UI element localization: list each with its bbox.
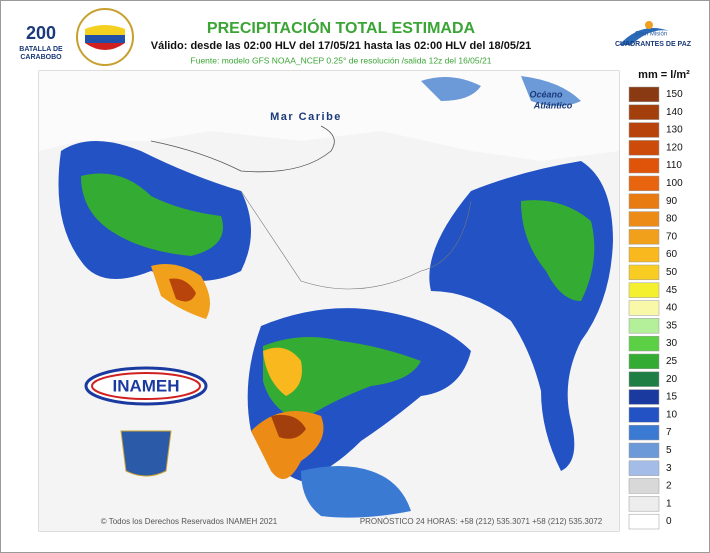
sea [39,71,619,161]
legend-label: 120 [666,142,683,153]
legend-swatch [628,140,660,156]
logo-text: CARABOBO [20,54,62,61]
legend-swatch [628,424,660,441]
institute-logo [84,366,208,477]
legend-swatch [628,229,660,245]
legend-swatch [628,407,660,423]
legend-label: 15 [666,392,678,403]
phones: PRONÓSTICO 24 HORAS: +58 (212) 535.3071 … [360,517,603,526]
map-label: Atlántico [533,100,573,110]
legend-label: 25 [666,356,678,367]
legend-label: 110 [666,160,682,171]
legend-label: 35 [666,320,678,331]
legend-swatch [628,335,660,352]
legend-label: 100 [666,178,683,189]
legend-swatch [628,157,660,174]
legend-swatch [628,211,660,227]
logo-text: BATALLA DE [19,46,63,53]
legend-label: 130 [666,125,683,136]
copyright: © Todos los Derechos Reservados INAMEH 2… [101,517,278,526]
coastline [150,125,335,173]
legend-label: 2 [666,481,672,492]
legend-label: 1 [666,498,672,509]
legend-swatch [628,282,660,298]
legend-label: 20 [666,374,678,385]
legend-swatch [628,193,660,209]
map-label: Océano [529,89,563,99]
legend-label: 7 [666,427,672,438]
legend-label: 150 [666,89,683,100]
legend-swatch [628,353,660,370]
legend-swatch [628,246,660,263]
legend-swatch [628,264,660,281]
legend-swatch [628,371,660,387]
legend-swatch [628,300,660,316]
legend-label: 140 [666,107,683,118]
legend-label: 5 [666,445,672,456]
legend-label: 70 [666,231,678,242]
legend-label: 0 [666,516,672,527]
legend-swatch [628,122,660,138]
legend-swatch [628,478,660,494]
legend-label: 45 [666,285,678,296]
program-logo [619,21,669,45]
shield-logo [76,8,134,66]
legend-label: 50 [666,267,678,278]
legend-swatch [628,389,660,405]
source: Fuente: modelo GFS NOAA_NCEP 0.25° de re… [191,55,492,65]
subtitle: Válido: desde las 02:00 HLV del 17/05/21… [151,40,532,52]
legend-label: 40 [666,303,678,314]
logo-text: CUADRANTES DE PAZ [615,41,692,48]
title: PRECIPITACIÓN TOTAL ESTIMADA [207,18,476,37]
legend-swatch [628,175,660,192]
legend-label: 60 [666,249,678,260]
institute-name: INAMEH [112,376,179,395]
legend: 1501401301201101009080706050454035302520… [628,86,683,530]
legend-swatch [628,318,660,334]
border [240,190,472,290]
legend-label: 10 [666,409,678,420]
legend-title: mm = l/m² [638,69,690,81]
legend-swatch [628,496,660,512]
logo-text: Gran Misión [635,32,667,38]
legend-swatch [628,104,660,120]
legend-label: 80 [666,214,678,225]
legend-swatch [628,86,660,103]
legend-label: 30 [666,338,678,349]
legend-swatch [628,460,660,476]
legend-label: 3 [666,463,672,474]
logo-text: 200 [26,23,56,43]
map-label: Mar Caribe [270,111,342,123]
legend-label: 90 [666,196,678,207]
map: Mar Caribe Océano Atlántico [38,70,620,532]
legend-swatch [628,513,660,530]
legend-swatch [628,442,660,459]
